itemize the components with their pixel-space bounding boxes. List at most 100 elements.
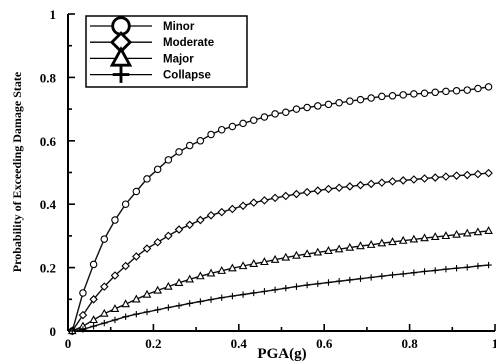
legend-item-collapse: Collapse xyxy=(90,66,211,83)
data-point xyxy=(100,282,109,291)
data-point xyxy=(197,298,204,305)
data-point xyxy=(175,148,183,156)
data-point xyxy=(484,83,493,91)
data-point xyxy=(389,271,396,279)
data-point xyxy=(238,201,248,211)
data-point xyxy=(388,237,397,246)
data-point xyxy=(410,90,418,98)
data-point xyxy=(89,315,98,324)
data-point xyxy=(367,274,375,281)
data-point xyxy=(432,267,439,274)
data-point xyxy=(78,310,88,320)
data-point xyxy=(206,268,216,277)
data-point xyxy=(335,278,343,285)
data-point xyxy=(398,235,408,244)
data-point xyxy=(430,173,440,182)
data-point xyxy=(346,97,354,105)
data-point xyxy=(228,204,237,214)
data-point xyxy=(260,257,269,266)
data-point xyxy=(206,211,216,220)
data-point xyxy=(420,233,429,242)
data-point xyxy=(249,116,258,124)
data-point xyxy=(249,259,259,267)
data-point xyxy=(99,308,109,317)
data-point xyxy=(484,168,493,178)
series-line xyxy=(72,264,489,332)
data-point xyxy=(239,119,247,128)
data-point xyxy=(165,304,172,311)
y-tick-label: 0.6 xyxy=(40,134,57,149)
ticks: 0 0.2 0.4 0.6 0.8 1 0 0.2 0.4 0.6 0.8 1 xyxy=(40,7,496,351)
data-point xyxy=(260,196,269,205)
data-point xyxy=(131,294,141,303)
data-point xyxy=(207,296,215,303)
data-point xyxy=(110,304,120,312)
data-point xyxy=(185,274,195,283)
data-point xyxy=(303,281,311,289)
data-point xyxy=(303,103,311,112)
data-point xyxy=(462,170,472,180)
data-point xyxy=(474,84,482,93)
data-point xyxy=(420,89,429,98)
data-point xyxy=(217,266,227,274)
data-point xyxy=(143,175,151,183)
data-point xyxy=(409,234,419,243)
data-point xyxy=(377,238,387,247)
data-point xyxy=(313,186,323,195)
data-point xyxy=(249,198,259,207)
data-point xyxy=(69,327,76,335)
data-point xyxy=(357,275,364,282)
data-point xyxy=(377,178,387,187)
series-line xyxy=(71,172,489,332)
data-point xyxy=(356,95,365,104)
data-point xyxy=(442,87,450,96)
data-point xyxy=(453,265,460,272)
data-point xyxy=(122,313,129,320)
data-point xyxy=(464,264,471,271)
data-point xyxy=(142,244,152,253)
data-point xyxy=(356,180,365,190)
x-tick-label: 0.6 xyxy=(316,336,333,351)
data-point xyxy=(238,261,248,270)
data-point xyxy=(271,110,279,118)
data-point xyxy=(174,225,184,234)
data-point xyxy=(485,261,492,269)
data-point xyxy=(441,172,451,181)
data-point xyxy=(473,169,483,179)
data-point xyxy=(132,187,141,196)
series-major xyxy=(67,226,493,335)
data-point xyxy=(366,179,376,189)
data-point xyxy=(229,292,236,300)
data-point xyxy=(292,105,301,113)
data-point xyxy=(270,193,280,203)
y-axis-title: Probability of Exceeding Damage State xyxy=(10,71,24,272)
data-point xyxy=(293,283,300,290)
data-point xyxy=(270,254,280,263)
y-tick-label: 0.4 xyxy=(40,197,57,212)
data-point xyxy=(282,285,289,292)
data-point xyxy=(217,125,226,134)
data-point xyxy=(484,226,493,234)
series-group xyxy=(67,83,493,336)
data-point xyxy=(153,237,162,247)
series-collapse xyxy=(69,261,492,335)
x-tick-label: 0 xyxy=(65,336,72,351)
data-point xyxy=(452,229,461,238)
data-point xyxy=(281,252,291,261)
data-point xyxy=(345,242,355,251)
data-point xyxy=(153,165,162,174)
data-point xyxy=(366,240,376,248)
data-point xyxy=(302,187,312,197)
data-point xyxy=(110,271,120,280)
data-point xyxy=(164,231,173,241)
data-point xyxy=(100,235,109,243)
data-point xyxy=(89,260,98,269)
legend-label: Moderate xyxy=(163,37,214,49)
data-point xyxy=(356,241,365,250)
data-point xyxy=(261,288,268,295)
data-point xyxy=(174,278,184,286)
data-point xyxy=(324,100,333,109)
data-point xyxy=(302,249,312,258)
data-point xyxy=(313,247,323,256)
data-point xyxy=(367,94,375,102)
